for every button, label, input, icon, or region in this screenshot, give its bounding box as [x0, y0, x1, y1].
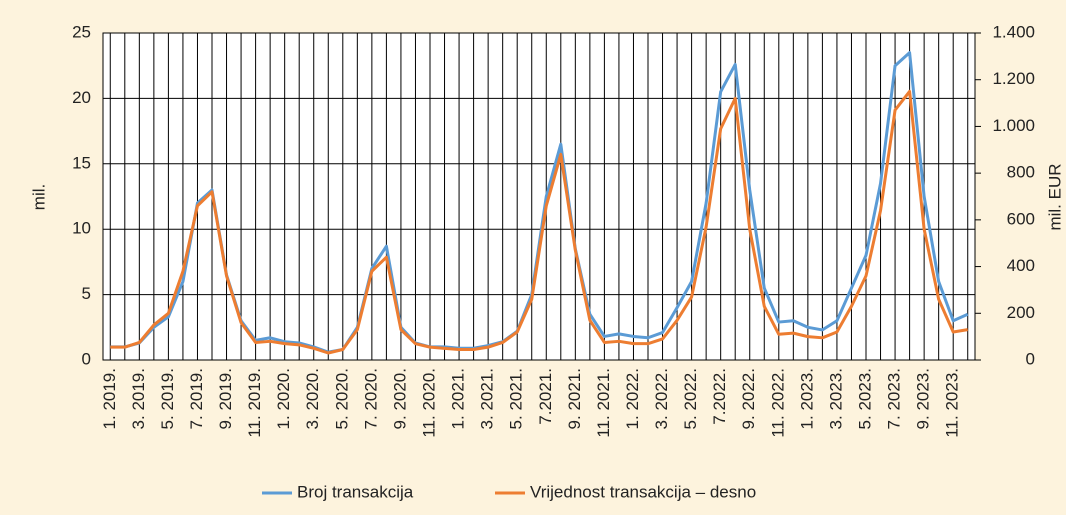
x-tick-label: 9. 2023.: [914, 368, 933, 429]
x-tick-label: 11. 2021.: [594, 368, 613, 438]
x-tick-label: 3. 2023.: [826, 368, 845, 429]
x-tick-label: 11. 2020.: [419, 368, 438, 438]
x-tick-label: 9. 2019.: [216, 368, 235, 429]
x-tick-label: 9. 2021.: [565, 368, 584, 429]
y-tick-label: 15: [72, 153, 91, 172]
x-tick-label: 11. 2019.: [245, 368, 264, 438]
y-axis-label: mil.: [29, 184, 48, 210]
x-tick-label: 3. 2022.: [652, 368, 671, 429]
plot-border: [102, 32, 976, 361]
x-tick-label: 9. 2020.: [390, 368, 409, 429]
y2-tick-label: 200: [1007, 303, 1035, 322]
x-tick-label: 11. 2022.: [768, 368, 787, 438]
x-tick-label: 9. 2022.: [739, 368, 758, 429]
legend-label: Broj transakcija: [297, 482, 414, 501]
y2-axis-label: mil. EUR: [1045, 163, 1064, 230]
y-tick-label: 10: [72, 219, 91, 238]
y2-tick-label: 0: [1026, 349, 1035, 368]
y-tick-label: 25: [72, 22, 91, 41]
y2-tick-label: 400: [1007, 256, 1035, 275]
x-tick-label: 7. 2020.: [361, 368, 380, 429]
y-tick-label: 20: [72, 88, 91, 107]
x-tick-label: 1. 2019.: [100, 368, 119, 429]
y2-tick-label: 1.200: [992, 69, 1035, 88]
y-tick-label: 5: [82, 284, 91, 303]
y2-tick-label: 800: [1007, 163, 1035, 182]
x-tick-label: 7. 2019.: [187, 368, 206, 429]
y2-tick-label: 1.400: [992, 22, 1035, 41]
x-tick-label: 5. 2020.: [332, 368, 351, 429]
y2-tick-label: 1.000: [992, 116, 1035, 135]
x-tick-label: 3. 2020.: [303, 368, 322, 429]
x-tick-label: 3. 2019.: [129, 368, 148, 429]
x-tick-label: 5. 2023.: [855, 368, 874, 429]
x-tick-label: 7. 2023.: [885, 368, 904, 429]
x-tick-label: 3. 2021.: [478, 368, 497, 429]
x-tick-label: 1. 2021.: [449, 368, 468, 429]
x-tick-label: 7.2022.: [710, 368, 729, 425]
series-line: [110, 89, 968, 355]
x-tick-label: 1. 2020.: [274, 368, 293, 429]
x-tick-label: 1. 2023.: [797, 368, 816, 429]
x-tick-label: 1. 2022.: [623, 368, 642, 429]
y2-tick-label: 600: [1007, 209, 1035, 228]
plot-area: [103, 33, 975, 360]
y-tick-label: 0: [82, 349, 91, 368]
x-tick-label: 7.2021.: [536, 368, 555, 425]
x-tick-label: 5. 2022.: [681, 368, 700, 429]
x-tick-label: 11. 2023.: [943, 368, 962, 438]
x-tick-label: 5. 2019.: [158, 368, 177, 429]
legend-label: Vrijednost transakcija – desno: [530, 482, 756, 501]
x-tick-label: 5. 2021.: [507, 368, 526, 429]
